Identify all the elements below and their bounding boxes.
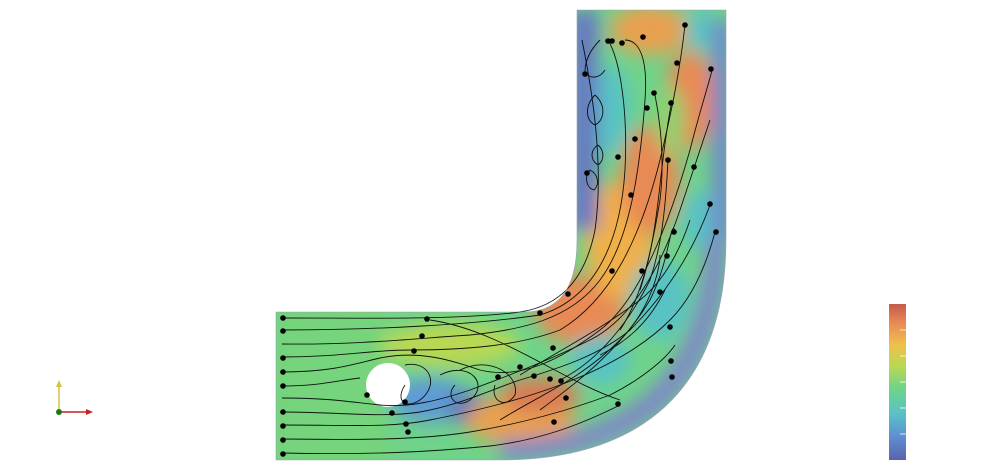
orientation-axes: [56, 380, 93, 415]
z-axis-dot: [56, 409, 62, 415]
seed-points: [280, 22, 719, 457]
scalar-bar-ticks: [900, 329, 906, 435]
cylinder-obstacle: [366, 363, 410, 407]
y-axis-arrow: [56, 380, 62, 412]
domain-outline: [275, 9, 727, 461]
scalar-bar[interactable]: [889, 304, 906, 460]
x-axis-arrow: [59, 409, 93, 415]
streamlines: [281, 24, 716, 455]
